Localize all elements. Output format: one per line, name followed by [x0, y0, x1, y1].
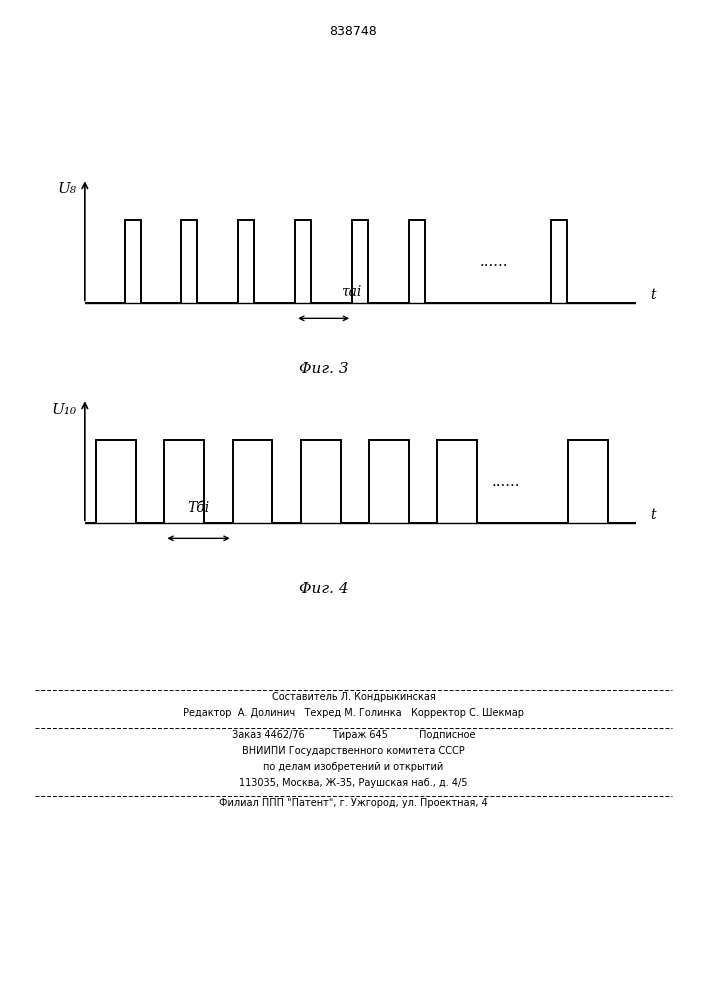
Text: 113035, Москва, Ж-35, Раушская наб., д. 4/5: 113035, Москва, Ж-35, Раушская наб., д. …	[239, 778, 468, 788]
Text: U₈: U₈	[57, 182, 76, 196]
Text: τai: τai	[341, 285, 361, 299]
Text: по делам изобретений и открытий: по делам изобретений и открытий	[264, 762, 443, 772]
Text: 838748: 838748	[329, 25, 378, 38]
Text: ......: ......	[480, 255, 508, 269]
Text: Φиг. 4: Φиг. 4	[299, 582, 349, 596]
Text: Tбi: Tбi	[187, 501, 210, 515]
Text: U₁₀: U₁₀	[51, 402, 76, 416]
Text: t: t	[650, 508, 656, 522]
Text: ВНИИПИ Государственного комитета СССР: ВНИИПИ Государственного комитета СССР	[242, 746, 465, 756]
Text: Редактор  А. Долинич   Техред М. Голинка   Корректор С. Шекмар: Редактор А. Долинич Техред М. Голинка Ко…	[183, 708, 524, 718]
Text: Филиал ППП "Патент", г. Ужгород, ул. Проектная, 4: Филиал ППП "Патент", г. Ужгород, ул. Про…	[219, 798, 488, 808]
Text: t: t	[650, 288, 656, 302]
Text: Заказ 4462/76         Тираж 645          Подписное: Заказ 4462/76 Тираж 645 Подписное	[232, 730, 475, 740]
Text: ......: ......	[491, 475, 520, 489]
Text: Φиг. 3: Φиг. 3	[299, 362, 349, 376]
Text: Составитель Л. Кондрыкинская: Составитель Л. Кондрыкинская	[271, 692, 436, 702]
